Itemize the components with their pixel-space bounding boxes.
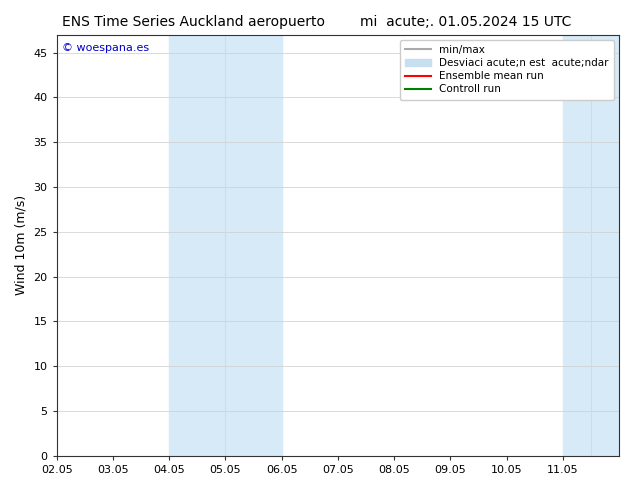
Bar xyxy=(563,35,619,456)
Text: © woespana.es: © woespana.es xyxy=(62,43,150,53)
Text: ENS Time Series Auckland aeropuerto        mi  acute;. 01.05.2024 15 UTC: ENS Time Series Auckland aeropuerto mi a… xyxy=(62,15,572,29)
Legend: min/max, Desviaci acute;n est  acute;ndar, Ensemble mean run, Controll run: min/max, Desviaci acute;n est acute;ndar… xyxy=(399,40,614,99)
Bar xyxy=(169,35,281,456)
Y-axis label: Wind 10m (m/s): Wind 10m (m/s) xyxy=(15,195,28,295)
